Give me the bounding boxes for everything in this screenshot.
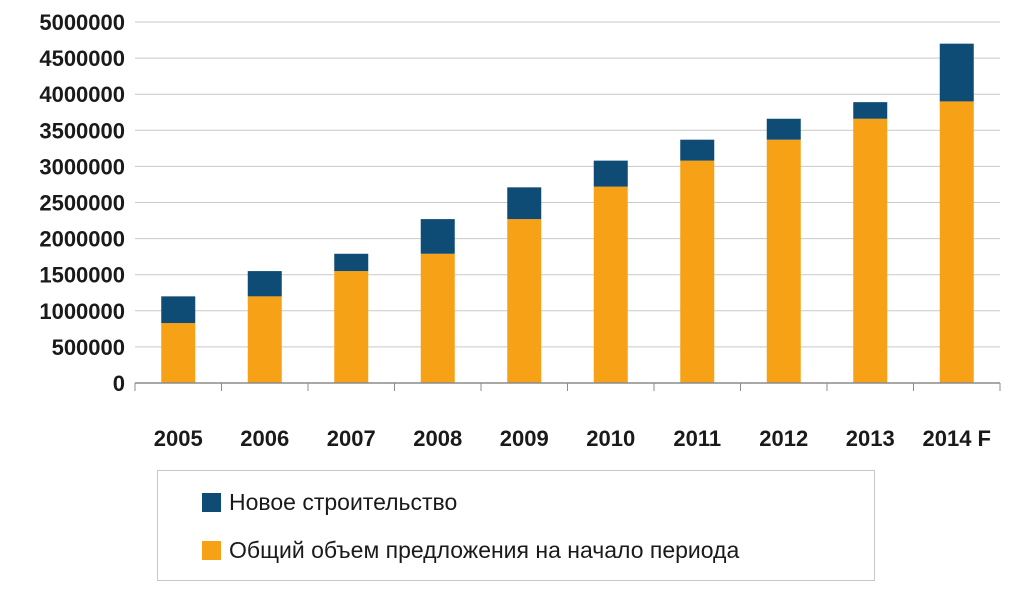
legend-swatch-total-supply (202, 541, 221, 560)
legend-swatch-new-construction (202, 493, 221, 512)
x-tick-label: 2009 (500, 426, 549, 451)
bar-total-supply (507, 219, 542, 383)
y-tick-label: 500000 (52, 335, 125, 360)
y-tick-label: 2500000 (39, 191, 125, 216)
legend-label-new-construction: Новое строительство (229, 489, 458, 515)
x-tick-label: 2010 (586, 426, 635, 451)
legend: Новое строительство Общий объем предложе… (157, 470, 875, 581)
bar-new-construction (853, 102, 888, 119)
legend-label-total-supply: Общий объем предложения на начало период… (229, 537, 740, 563)
bar-total-supply (593, 186, 628, 383)
bar-new-construction (766, 118, 801, 140)
x-tick-label: 2006 (240, 426, 289, 451)
bar-new-construction (680, 139, 715, 161)
x-tick-label: 2013 (846, 426, 895, 451)
stacked-bar-chart: 0 500000 1000000 1500000 2000000 2500000 30000… (39, 10, 1001, 451)
y-tick-label: 2000000 (39, 227, 125, 252)
x-tick-label: 2007 (327, 426, 376, 451)
y-tick-label: 3500000 (39, 118, 125, 143)
bar-total-supply (420, 253, 455, 383)
bar-new-construction (247, 271, 282, 297)
bar-new-construction (593, 160, 628, 187)
bar-new-construction (939, 43, 974, 102)
legend-item-new-construction: Новое строительство (202, 489, 457, 516)
y-tick-label: 1500000 (39, 263, 125, 288)
y-tick-label: 5000000 (39, 10, 125, 35)
bar-new-construction (161, 296, 196, 324)
legend-item-total-supply: Общий объем предложения на начало период… (202, 537, 739, 564)
y-tick-label: 1000000 (39, 299, 125, 324)
bar-new-construction (507, 187, 542, 220)
bar-total-supply (853, 118, 888, 384)
x-tick-label: 2011 (673, 426, 721, 451)
x-tick-labels: 2005 2006 2007 2008 2009 2010 2011 2012 2013 2014… (154, 426, 991, 451)
axes (134, 382, 1001, 391)
y-tick-label: 4000000 (39, 82, 125, 107)
bar-total-supply (766, 139, 801, 383)
x-tick-label: 2005 (154, 426, 203, 451)
bar-total-supply (334, 271, 369, 383)
bar-total-supply (939, 101, 974, 384)
x-tick-label: 2008 (413, 426, 462, 451)
y-tick-label: 0 (113, 371, 125, 396)
bar-total-supply (161, 323, 196, 383)
bar-total-supply (680, 160, 715, 383)
x-tick-label: 2012 (759, 426, 808, 451)
y-tick-label: 3000000 (39, 154, 125, 179)
y-tick-label: 4500000 (39, 46, 125, 71)
x-tick-label: 2014 F (923, 426, 992, 451)
bar-new-construction (334, 253, 369, 272)
bar-new-construction (420, 219, 455, 254)
bar-total-supply (247, 296, 282, 383)
y-tick-labels: 0 500000 1000000 1500000 2000000 2500000 30000… (39, 10, 125, 396)
bars (161, 43, 974, 384)
